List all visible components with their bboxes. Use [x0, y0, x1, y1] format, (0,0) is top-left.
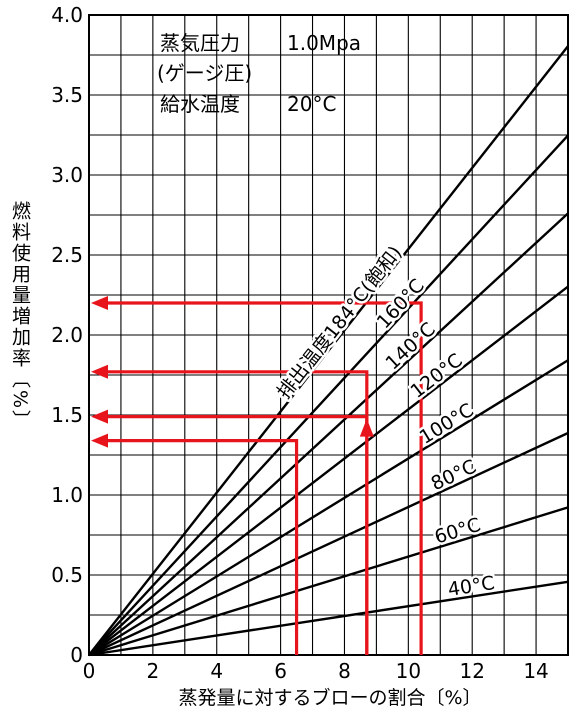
conditions-box: 蒸気圧力 1.0Mpa (ゲージ圧) 給水温度 20°C: [157, 31, 361, 116]
y-tick-label: 3.0: [51, 163, 83, 187]
series-line-6: [88, 134, 569, 656]
x-axis-title: 蒸発量に対するブローの割合〔%〕: [178, 686, 481, 709]
series-label-1: 60°C: [432, 514, 483, 549]
x-tick-label: 0: [83, 659, 96, 683]
condition-2-label: (ゲージ圧): [157, 61, 252, 85]
series-lines: [88, 45, 569, 657]
x-tick-label: 12: [459, 659, 484, 683]
condition-1-label: 蒸気圧力: [160, 31, 240, 55]
series-line-5: [88, 212, 569, 656]
series-line-4: [88, 285, 569, 656]
y-axis-title: 燃料使用量増加率〔%〕: [9, 201, 31, 431]
series-line-0: [88, 580, 569, 657]
series-line-7: [88, 45, 569, 656]
condition-3-value: 20°C: [287, 92, 336, 116]
y-tick-label: 2.5: [51, 243, 83, 267]
x-tick-label: 8: [338, 659, 351, 683]
red-arrows: [91, 296, 423, 655]
y-tick-label: 0: [70, 643, 83, 667]
arrowhead-3: [91, 433, 108, 448]
series-label-0: 40°C: [446, 572, 496, 601]
series-label-3: 100°C: [416, 399, 478, 449]
arrowhead-up: [359, 418, 374, 437]
condition-1-value: 1.0Mpa: [287, 31, 361, 55]
series-label-4: 120°C: [407, 349, 467, 402]
y-tick-label: 4.0: [51, 3, 83, 27]
tick-labels: 0 2 4 6 8 10 12 14 0 0.5 1.0 1.5 2.0 2.5 3.0 3.5 4.0: [51, 3, 549, 683]
x-tick-label: 14: [523, 659, 548, 683]
y-tick-label: 3.5: [51, 83, 83, 107]
y-tick-label: 0.5: [51, 563, 83, 587]
x-tick-label: 4: [210, 659, 223, 683]
arrow-path-2: [103, 415, 369, 655]
x-tick-label: 2: [146, 659, 159, 683]
series-line-2: [88, 431, 569, 657]
y-tick-label: 1.5: [51, 403, 83, 427]
plot-frame: [88, 14, 569, 656]
x-tick-label: 6: [274, 659, 287, 683]
y-tick-label: 2.0: [51, 323, 83, 347]
series-line-1: [88, 506, 569, 657]
arrowhead-1: [91, 364, 108, 379]
y-tick-label: 1.0: [51, 483, 83, 507]
arrow-path-0: [103, 301, 423, 655]
curve-labels: 40°C60°C80°C100°C120°C140°C160°C排出温度184°…: [271, 239, 499, 603]
series-line-3: [88, 359, 569, 657]
condition-3-label: 給水温度: [160, 92, 240, 116]
arrowhead-2: [91, 409, 108, 424]
arrowhead-0: [91, 296, 108, 310]
x-tick-label: 10: [396, 659, 421, 683]
arrow-path-3: [103, 439, 299, 655]
